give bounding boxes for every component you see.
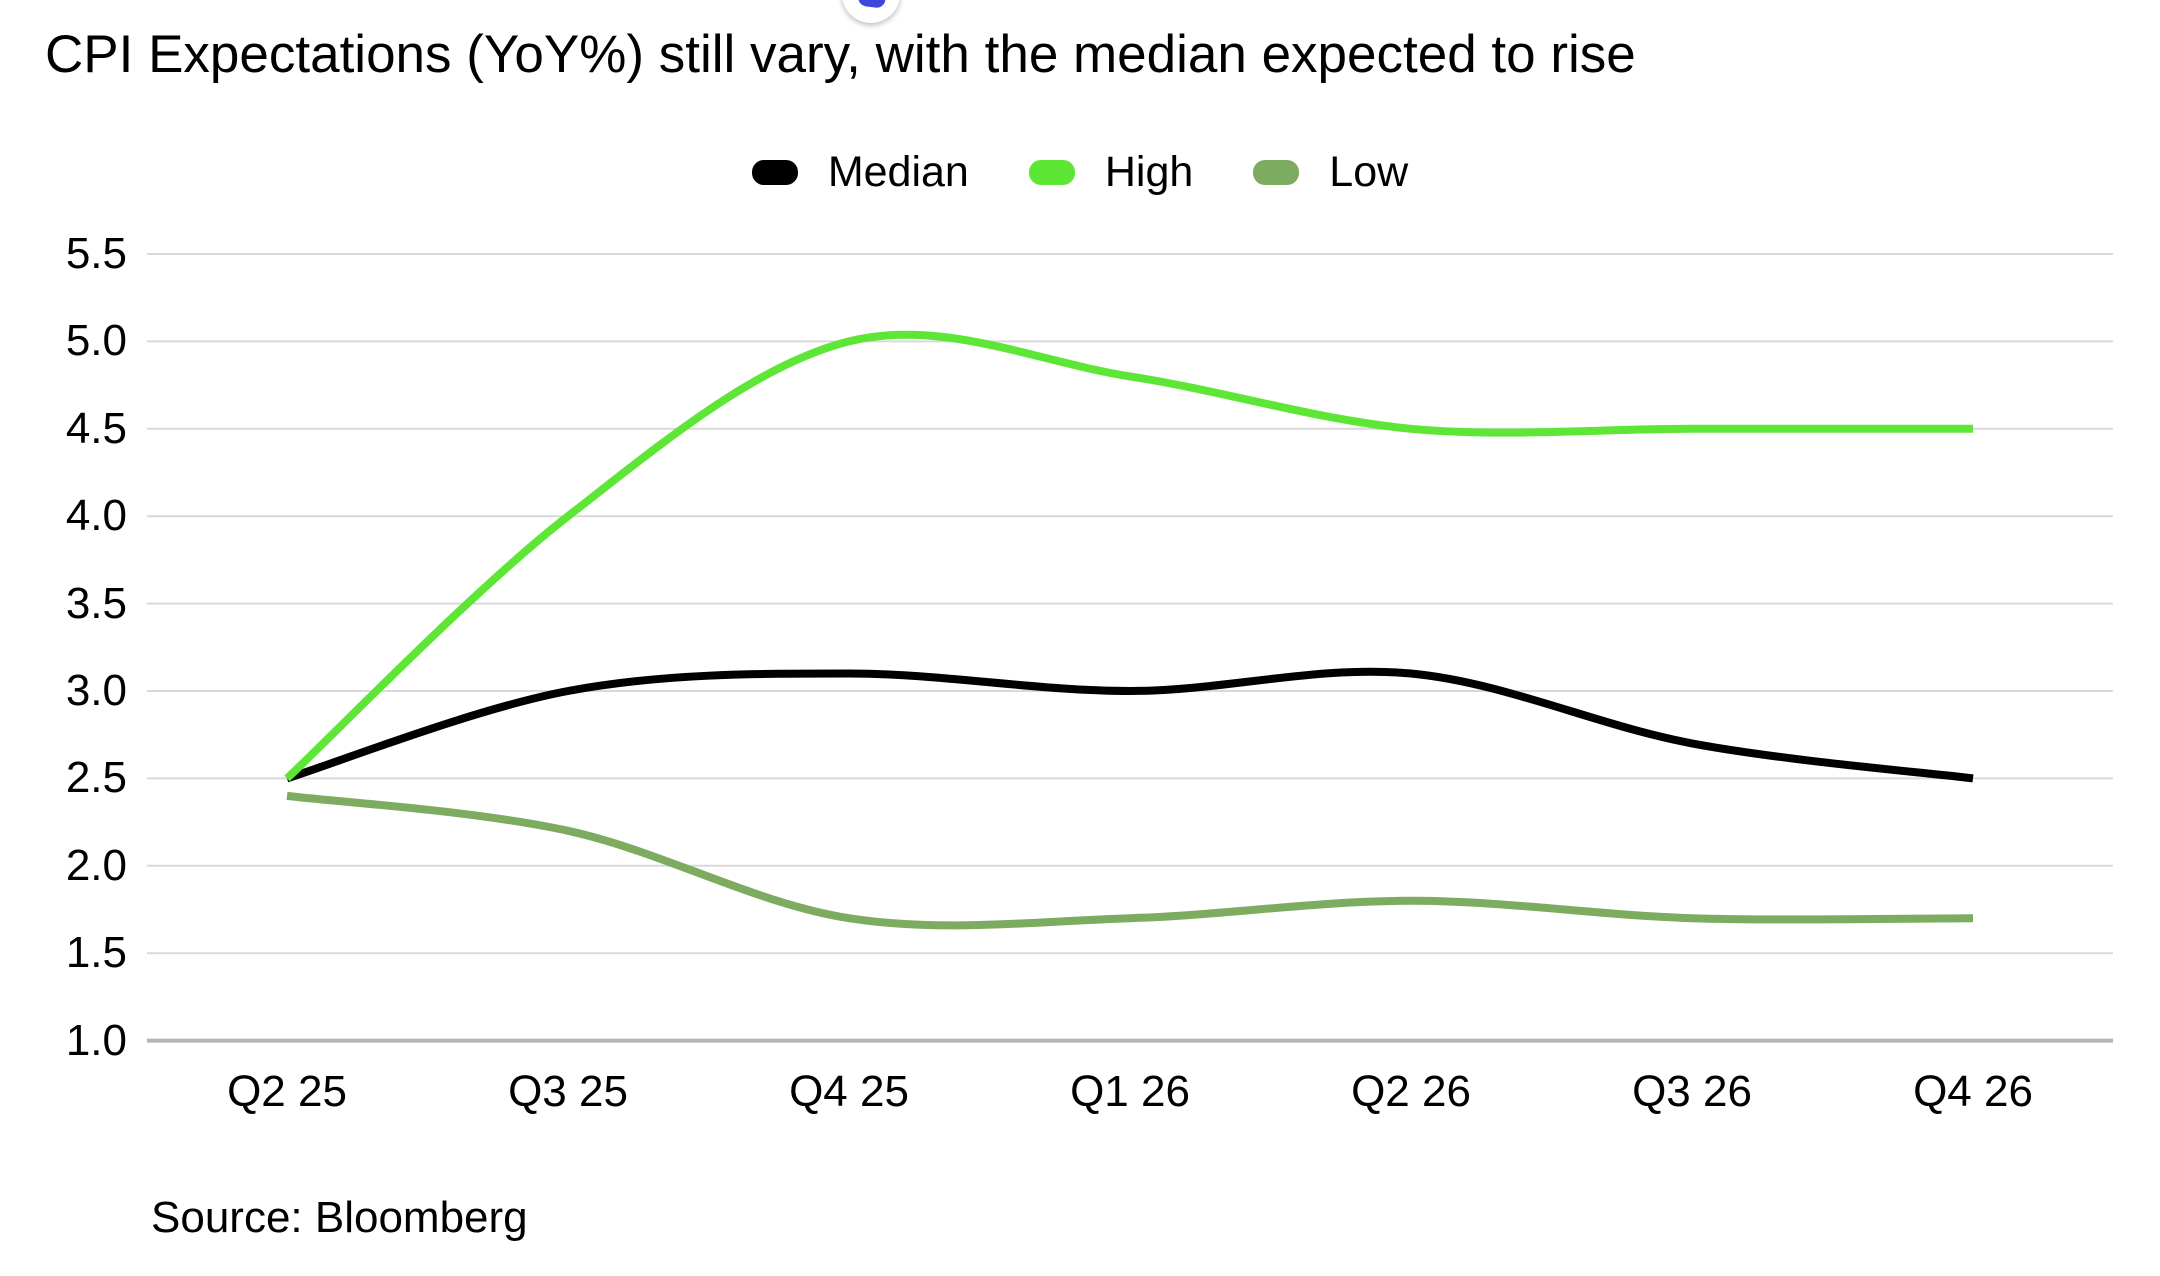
chart-title: CPI Expectations (YoY%) still vary, with… bbox=[45, 25, 1636, 84]
x-axis-tick-label: Q3 26 bbox=[1632, 1067, 1752, 1116]
y-axis-tick-label: 5.5 bbox=[65, 229, 127, 278]
x-axis-tick-label: Q4 25 bbox=[789, 1067, 909, 1116]
fab-glyph-icon bbox=[857, 0, 886, 9]
x-axis-tick-label: Q1 26 bbox=[1070, 1067, 1190, 1116]
high-swatch-icon bbox=[1028, 159, 1075, 185]
y-axis-tick-label: 3.5 bbox=[65, 579, 127, 628]
legend-item-high: High bbox=[1028, 146, 1194, 198]
y-axis-tick-label: 1.0 bbox=[65, 1016, 127, 1065]
median-swatch-icon bbox=[751, 159, 798, 185]
chart-legend: Median High Low bbox=[0, 146, 2160, 198]
series-line-low bbox=[286, 791, 1974, 930]
x-axis-tick-label: Q4 26 bbox=[1913, 1067, 2033, 1116]
y-axis-tick-label: 1.5 bbox=[65, 928, 127, 977]
legend-label-median: Median bbox=[827, 148, 969, 196]
x-axis-tick-label: Q2 26 bbox=[1351, 1067, 1471, 1116]
y-axis-tick-label: 4.0 bbox=[65, 491, 127, 540]
legend-label-low: Low bbox=[1329, 148, 1409, 196]
legend-label-high: High bbox=[1104, 148, 1194, 196]
legend-item-low: Low bbox=[1253, 146, 1408, 198]
y-axis-tick-label: 4.5 bbox=[65, 404, 127, 453]
legend-item-median: Median bbox=[751, 146, 969, 198]
source-note: Source: Bloomberg bbox=[151, 1193, 528, 1242]
x-axis-tick-label: Q3 25 bbox=[508, 1067, 628, 1116]
low-swatch-icon bbox=[1253, 159, 1300, 185]
y-axis-tick-label: 2.5 bbox=[65, 753, 127, 802]
floating-action-button[interactable] bbox=[842, 0, 900, 23]
y-axis-tick-label: 2.0 bbox=[65, 841, 127, 890]
series-line-median bbox=[285, 667, 1974, 783]
y-axis-tick-label: 3.0 bbox=[65, 666, 127, 715]
y-axis-tick-label: 5.0 bbox=[65, 316, 127, 365]
x-axis-tick-label: Q2 25 bbox=[227, 1067, 347, 1116]
series-line-high bbox=[284, 330, 1973, 782]
